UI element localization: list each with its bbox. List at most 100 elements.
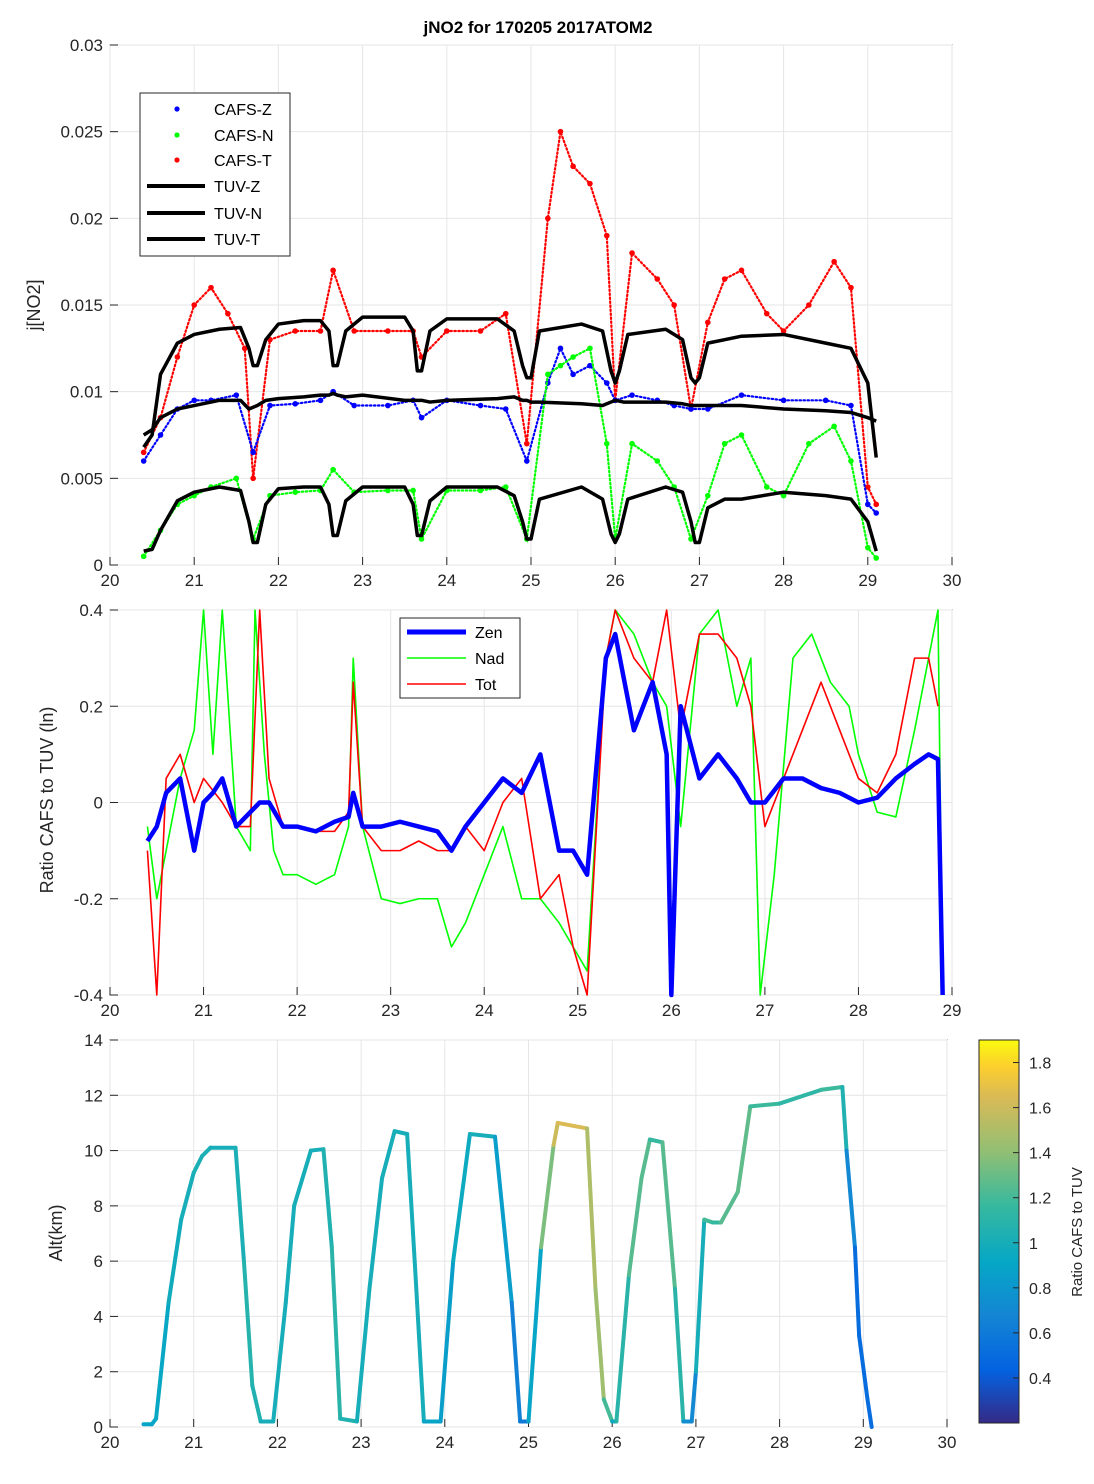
panel-2-ytick-label: -0.2 [74,890,103,909]
series-altitude [141,1084,874,1429]
panel-2-legend[interactable]: Zen Nad Tot [399,617,521,699]
panel-3-ytick-label: 2 [94,1363,103,1382]
colorbar-tick-label: 0.8 [1029,1281,1051,1298]
legend-label-cafs-z: CAFS-Z [214,102,272,119]
panel-1-ytick-label: 0.015 [60,296,103,315]
series-trace-cafs-t [142,131,878,506]
altitude-segment [241,1259,255,1388]
panel-1-xtick-label: 25 [522,571,541,590]
altitude-segment [601,1397,615,1424]
series-trace-cafs-n [142,346,878,560]
altitude-segment [283,1203,297,1305]
altitude-segment [413,1272,426,1424]
legend-label-cafs-t: CAFS-T [214,153,272,170]
altitude-segment [191,1154,205,1175]
altitude-segment [467,1131,498,1139]
series-line-tot [146,609,939,996]
altitude-segment [380,1129,397,1181]
altitude-segment [614,1272,631,1424]
panel-1-ytick-label: 0.02 [70,209,103,228]
colorbar-tick-label: 1.6 [1029,1101,1051,1118]
colorbar-tick-label: 1 [1029,1236,1038,1253]
figure-title: jNO2 for 170205 2017ATOM2 [423,18,653,37]
colorbar-tick-label: 1.2 [1029,1191,1051,1208]
altitude-segment [660,1140,677,1291]
colorbar-tick-label: 0.6 [1029,1326,1051,1343]
panel-2-xtick-label: 28 [849,1001,868,1020]
altitude-segment [857,1333,870,1402]
altitude-segment [250,1383,263,1424]
altitude-segment [593,1286,606,1402]
panel-3-ytick-label: 8 [94,1197,103,1216]
altitude-segment [719,1190,740,1225]
altitude-segment [166,1217,184,1305]
altitude-segment [493,1134,514,1305]
altitude-segment [271,1300,288,1424]
panel-2-ylabel: Ratio CAFS to TUV (ln) [37,707,57,894]
altitude-segment [179,1170,196,1222]
panel-1-xtick-label: 23 [353,571,372,590]
panel-1-legend-box [139,92,291,257]
altitude-segment [819,1084,845,1092]
panel-1-xtick-label: 30 [943,571,962,590]
legend-label-cafs-n: CAFS-N [214,128,274,145]
panel-1-ytick-label: 0.03 [70,36,103,55]
legend-marker-cafs-n [174,132,180,138]
altitude-segment [672,1286,686,1424]
altitude-segment [626,1176,644,1277]
altitude-segment [844,1148,857,1250]
panel-1-series [140,128,880,561]
panel-3-ytick-label: 12 [84,1086,103,1105]
panel-2-ticks: 20 21 22 23 24 25 26 27 28 29 -0.4 -0.2 0 0.2 0.4 [74,601,962,1020]
altitude-segment [509,1300,523,1424]
altitude-segment [367,1176,385,1291]
panel-3-xtick-label: 20 [101,1433,120,1452]
panel-1-legend[interactable]: CAFS-Z CAFS-N CAFS-T TUV-Z TUV-N TUV-T [139,92,291,257]
altitude-segment [840,1084,849,1153]
panel-2-xtick-label: 23 [381,1001,400,1020]
panel-2-xtick-label: 22 [288,1001,307,1020]
colorbar-ticks: 0.4 0.6 0.8 1 1.2 1.4 1.6 1.8 [1013,1056,1051,1388]
altitude-segment [551,1120,560,1148]
altitude-segment [585,1126,598,1291]
panel-1-ylabel: j[NO2] [24,279,44,331]
panel-2-grid [109,609,953,996]
altitude-segment [735,1104,753,1195]
panel-3-ylabel: Alt(km) [46,1205,66,1262]
panel-2-xtick-label: 25 [568,1001,587,1020]
altitude-segment [639,1137,652,1181]
panel-2-ytick-label: 0.4 [79,601,103,620]
altitude-segment [852,1245,862,1338]
panel-2-ytick-label: -0.4 [74,986,103,1005]
legend-label-tuv-t: TUV-T [214,232,260,249]
panel-1-xtick-label: 26 [606,571,625,590]
panel-1-xtick-label: 27 [690,571,709,590]
altitude-segment [647,1137,665,1145]
panel-2-xtick-label: 29 [943,1001,962,1020]
panel-3-ytick-label: 6 [94,1252,103,1271]
series-line-tuv-n [143,485,878,553]
panel-3-xtick-label: 21 [184,1433,203,1452]
panel-2-ytick-label: 0.2 [79,697,103,716]
altitude-segment [777,1087,824,1106]
point-cafs-t [545,215,551,222]
altitude-segment [693,1217,707,1374]
altitude-segment [555,1120,590,1131]
altitude-segment [392,1129,410,1136]
panel-2-xtick-label: 21 [194,1001,213,1020]
legend-label-tuv-n: TUV-N [214,206,262,223]
colorbar-tick-label: 1.8 [1029,1056,1051,1073]
legend-label-nad: Nad [475,651,504,668]
altitude-segment [292,1148,313,1208]
altitude-segment [338,1416,359,1424]
panel-3-ytick-label: 10 [84,1142,103,1161]
altitude-segment [321,1147,334,1250]
panel-1-ytick-label: 0.025 [60,123,103,142]
panel-3-xtick-label: 28 [770,1433,789,1452]
panel-3-ytick-label: 4 [94,1307,103,1326]
altitude-segment [526,1245,544,1424]
panel-2-xtick-label: 24 [475,1001,494,1020]
altitude-segment [329,1245,343,1421]
